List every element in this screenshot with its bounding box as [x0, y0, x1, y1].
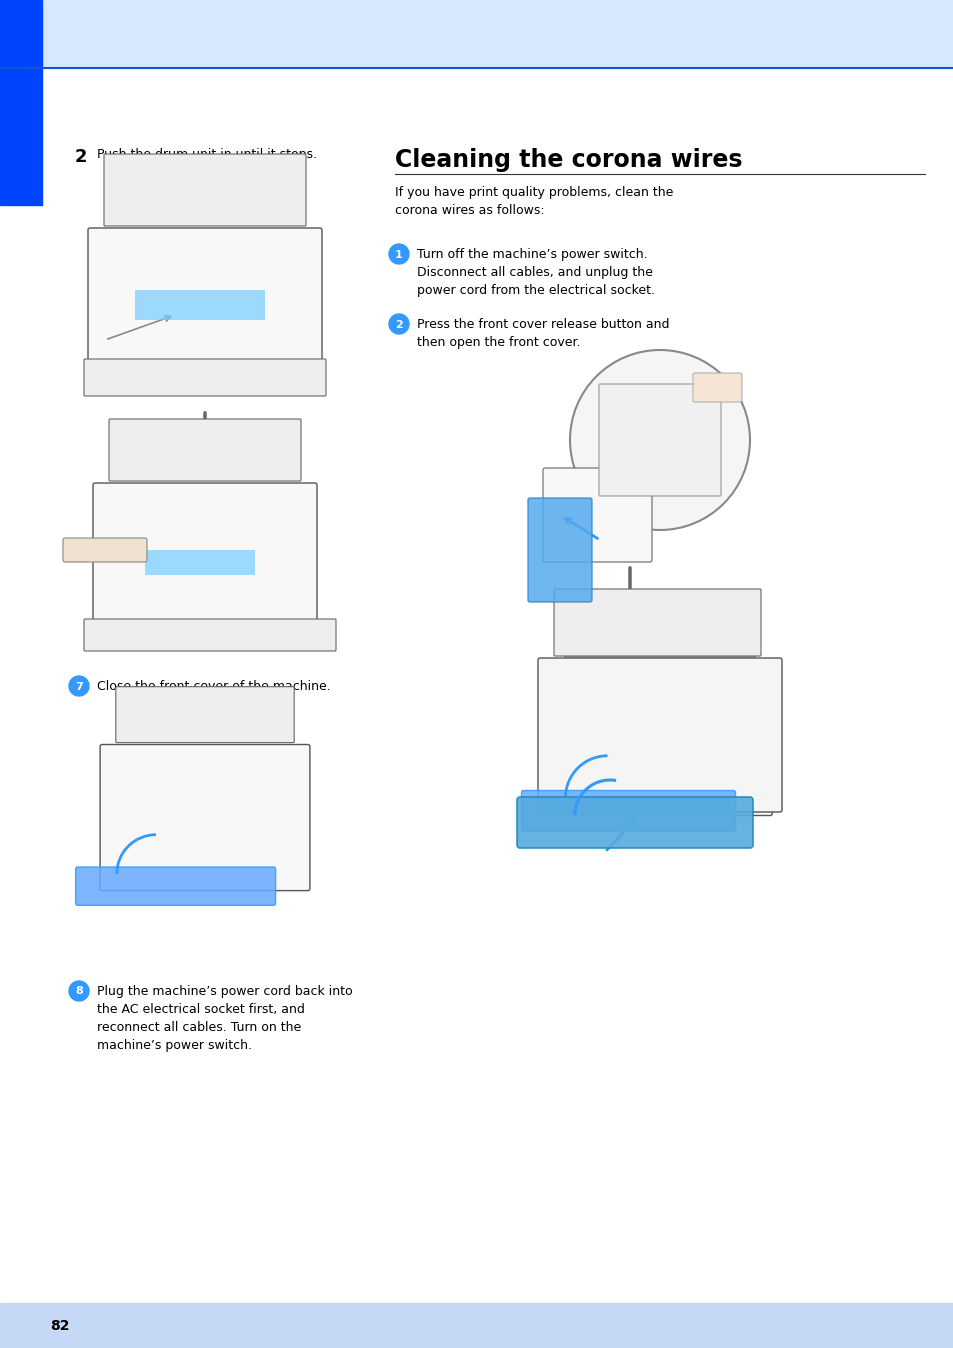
- Bar: [0, 0, 953, 67]
- FancyBboxPatch shape: [115, 686, 294, 743]
- FancyBboxPatch shape: [692, 373, 741, 402]
- Circle shape: [569, 350, 749, 530]
- Text: 2: 2: [395, 319, 402, 329]
- Text: Plug the machine’s power cord back into
the AC electrical socket first, and
reco: Plug the machine’s power cord back into …: [97, 985, 353, 1051]
- FancyBboxPatch shape: [521, 790, 735, 832]
- Text: Turn off the machine’s power switch.
Disconnect all cables, and unplug the
power: Turn off the machine’s power switch. Dis…: [416, 248, 655, 297]
- FancyBboxPatch shape: [109, 419, 301, 481]
- FancyBboxPatch shape: [104, 154, 306, 226]
- FancyBboxPatch shape: [75, 867, 275, 906]
- Circle shape: [389, 314, 409, 334]
- Text: 2: 2: [75, 148, 88, 166]
- Text: Press the front cover release button and
then open the front cover.: Press the front cover release button and…: [416, 318, 669, 349]
- FancyBboxPatch shape: [554, 589, 760, 656]
- Text: 1: 1: [395, 249, 402, 260]
- FancyBboxPatch shape: [537, 658, 781, 811]
- Circle shape: [69, 675, 89, 696]
- FancyBboxPatch shape: [100, 744, 310, 891]
- FancyBboxPatch shape: [92, 483, 316, 642]
- Bar: [145, 550, 254, 576]
- Text: Close the front cover of the machine.: Close the front cover of the machine.: [97, 679, 331, 693]
- Text: If you have print quality problems, clean the
corona wires as follows:: If you have print quality problems, clea…: [395, 186, 673, 217]
- Text: 7: 7: [75, 682, 83, 692]
- FancyBboxPatch shape: [527, 497, 592, 603]
- Text: Push the drum unit in until it stops.: Push the drum unit in until it stops.: [97, 148, 316, 160]
- Circle shape: [69, 981, 89, 1002]
- FancyBboxPatch shape: [542, 468, 651, 562]
- FancyBboxPatch shape: [598, 384, 720, 496]
- Text: 8: 8: [75, 987, 83, 996]
- Bar: [0, 1304, 953, 1348]
- FancyBboxPatch shape: [84, 619, 335, 651]
- Text: Cleaning the corona wires: Cleaning the corona wires: [395, 148, 741, 173]
- FancyBboxPatch shape: [547, 659, 771, 816]
- FancyBboxPatch shape: [63, 538, 147, 562]
- Bar: [135, 290, 265, 319]
- FancyBboxPatch shape: [517, 797, 752, 848]
- Bar: [0, 0, 42, 205]
- FancyBboxPatch shape: [564, 597, 755, 656]
- Circle shape: [389, 244, 409, 264]
- FancyBboxPatch shape: [84, 359, 326, 396]
- Text: 82: 82: [50, 1318, 70, 1333]
- FancyBboxPatch shape: [88, 228, 322, 392]
